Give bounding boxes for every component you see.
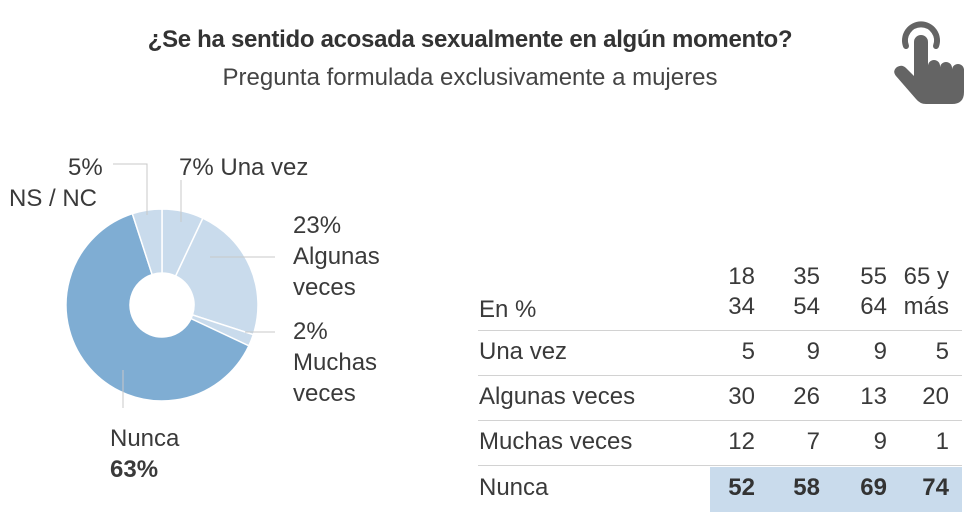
table-cell: 9 [873,428,887,455]
table-cell: 20 [922,383,949,410]
table-cell: 5 [741,338,755,365]
table-row-label: Nunca [479,474,549,501]
col-header-18-34: 18 34 [728,263,755,320]
table-cell: 13 [860,383,887,410]
label-nunca-name: Nunca [110,425,180,452]
table-divider [478,330,962,331]
table-cell: 9 [873,338,887,365]
table-divider [478,375,962,376]
hand-pointer-tap-icon [894,21,964,104]
pie-slice-nunca [65,212,250,402]
table-cell: 7 [806,428,820,455]
label-una-vez-pct: 7% [179,154,214,181]
label-algunas-l2: veces [293,274,356,301]
table-unit-label: En % [479,296,537,323]
pie-slice-ns-nc [131,208,163,276]
col-header-65-mas: 65 y más [903,263,949,320]
label-una-vez-name: Una vez [220,154,309,181]
table-cell: 74 [922,474,949,501]
chart-subtitle: Pregunta formulada exclusivamente a muje… [222,64,718,91]
table-cell: 58 [793,474,820,501]
label-nsnc-name: NS / NC [9,185,98,212]
table-cell: 69 [860,474,887,501]
label-una-vez: 7% Una vez [179,152,308,183]
table-cell: 52 [728,474,755,501]
label-nsnc-pct: 5% [68,154,103,181]
table-cell: 5 [935,338,949,365]
table-cell: 12 [728,428,755,455]
table-divider [478,420,962,421]
col-header-35-54: 35 54 [793,263,820,320]
table-divider [478,465,962,466]
chart-title: ¿Se ha sentido acosada sexualmente en al… [147,26,793,53]
table-cell: 9 [806,338,820,365]
table-row-label: Muchas veces [479,428,633,455]
leader-ns-nc [113,163,148,215]
label-algunas-pct: 23% [293,212,342,239]
nunca-row-highlight [710,467,962,512]
label-algunas-l1: Algunas [293,243,380,270]
table-cell: 1 [935,428,949,455]
table-cell: 26 [793,383,820,410]
label-nunca-pct: 63% [110,456,159,483]
label-muchas-l2: veces [293,380,356,407]
label-muchas-pct: 2% [293,318,328,345]
donut-chart [65,163,275,408]
col-header-55-64: 55 64 [860,263,887,320]
label-muchas-l1: Muchas [293,349,378,376]
table-row-label: Una vez [479,338,568,365]
table-row-label: Algunas veces [479,383,636,410]
pie-slice-algunas-veces [174,217,259,336]
table-cell: 30 [728,383,755,410]
